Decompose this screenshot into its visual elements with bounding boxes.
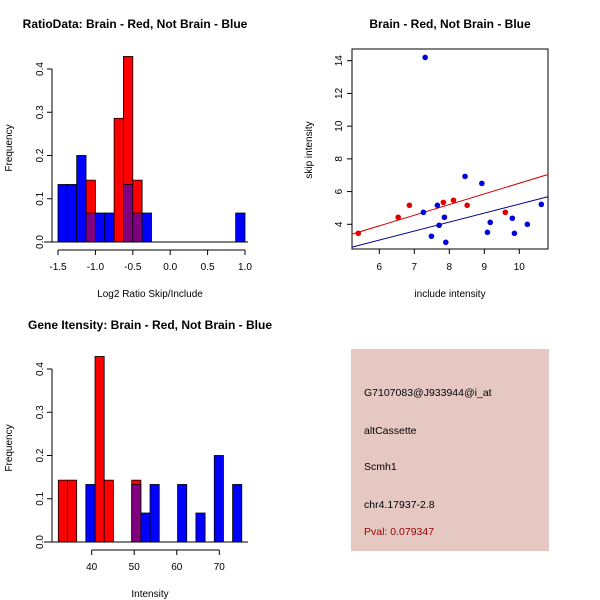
x-tick-label: 6 bbox=[377, 262, 383, 273]
gene-name: Scmh1 bbox=[364, 461, 397, 473]
blue-point bbox=[420, 209, 427, 216]
x-tick-label: 50 bbox=[129, 562, 141, 573]
x-tick-label: 0.5 bbox=[201, 262, 215, 273]
red-point bbox=[502, 209, 509, 216]
event-type: altCassette bbox=[364, 425, 417, 437]
x-axis-label: include intensity bbox=[414, 289, 485, 300]
blue-point bbox=[436, 222, 442, 229]
x-tick-label: -1.0 bbox=[87, 262, 105, 273]
blue-point bbox=[434, 202, 441, 209]
x-tick-label: -1.5 bbox=[49, 262, 67, 273]
y-tick-label: 4 bbox=[334, 221, 345, 227]
blue-point bbox=[524, 221, 531, 228]
chart-title: RatioData: Brain - Red, Not Brain - Blue bbox=[23, 17, 248, 31]
probe-id: G7107083@J933944@i_at bbox=[364, 387, 492, 399]
blue-point bbox=[428, 233, 435, 240]
y-axis-label: Frequency bbox=[4, 424, 15, 471]
x-tick-label: 60 bbox=[171, 562, 183, 573]
y-tick-label: 0.0 bbox=[35, 535, 46, 549]
y-tick-label: 6 bbox=[334, 188, 345, 194]
x-axis-label: Intensity bbox=[131, 589, 168, 600]
y-tick-label: 12 bbox=[334, 87, 345, 99]
blue-point bbox=[479, 180, 485, 187]
blue-point bbox=[422, 54, 428, 61]
y-tick-label: 8 bbox=[334, 156, 345, 162]
genomic-location: chr4.17937-2.8 bbox=[364, 499, 435, 511]
red-point bbox=[395, 214, 402, 221]
x-tick-label: 1.0 bbox=[238, 262, 252, 273]
y-tick-label: 0.2 bbox=[35, 448, 46, 462]
blue-fit-line bbox=[351, 196, 549, 248]
red-point bbox=[440, 199, 447, 206]
red-point bbox=[464, 202, 470, 209]
red-point bbox=[450, 197, 457, 204]
y-tick-label: 0.4 bbox=[35, 62, 46, 76]
red-point bbox=[355, 230, 362, 237]
x-tick-label: 9 bbox=[482, 262, 488, 273]
y-axis-label: Frequency bbox=[4, 124, 15, 171]
x-tick-label: 0.0 bbox=[163, 262, 177, 273]
y-tick-label: 14 bbox=[334, 55, 345, 67]
x-tick-label: -0.5 bbox=[124, 262, 142, 273]
blue-point bbox=[462, 173, 468, 180]
blue-point bbox=[484, 229, 491, 236]
x-axis-label: Log2 Ratio Skip/Include bbox=[97, 289, 203, 300]
x-tick-label: 40 bbox=[86, 562, 98, 573]
blue-point bbox=[441, 214, 448, 221]
blue-point bbox=[509, 215, 516, 222]
red-fit-line bbox=[351, 173, 549, 235]
y-tick-label: 0.0 bbox=[35, 235, 46, 249]
y-tick-label: 10 bbox=[334, 120, 345, 132]
blue-point bbox=[487, 219, 494, 226]
y-axis-label: skip intensity bbox=[304, 121, 315, 178]
blue-point bbox=[538, 201, 545, 208]
y-tick-label: 0.2 bbox=[35, 148, 46, 162]
plot-frame bbox=[351, 48, 549, 250]
blue-point bbox=[443, 239, 449, 246]
x-tick-label: 70 bbox=[214, 562, 226, 573]
p-value: Pval: 0.079347 bbox=[364, 526, 434, 538]
y-tick-label: 0.4 bbox=[35, 362, 46, 376]
x-tick-label: 10 bbox=[514, 262, 526, 273]
y-tick-label: 0.1 bbox=[35, 491, 46, 505]
x-tick-label: 7 bbox=[412, 262, 418, 273]
chart-title: Gene Itensity: Brain - Red, Not Brain - … bbox=[28, 318, 272, 332]
y-tick-label: 0.3 bbox=[35, 405, 46, 419]
x-tick-label: 8 bbox=[447, 262, 453, 273]
blue-point bbox=[511, 230, 518, 237]
info-box bbox=[351, 349, 549, 551]
y-tick-label: 0.1 bbox=[35, 191, 46, 205]
chart-title: Brain - Red, Not Brain - Blue bbox=[369, 17, 531, 31]
y-tick-label: 0.3 bbox=[35, 105, 46, 119]
red-point bbox=[406, 202, 413, 209]
